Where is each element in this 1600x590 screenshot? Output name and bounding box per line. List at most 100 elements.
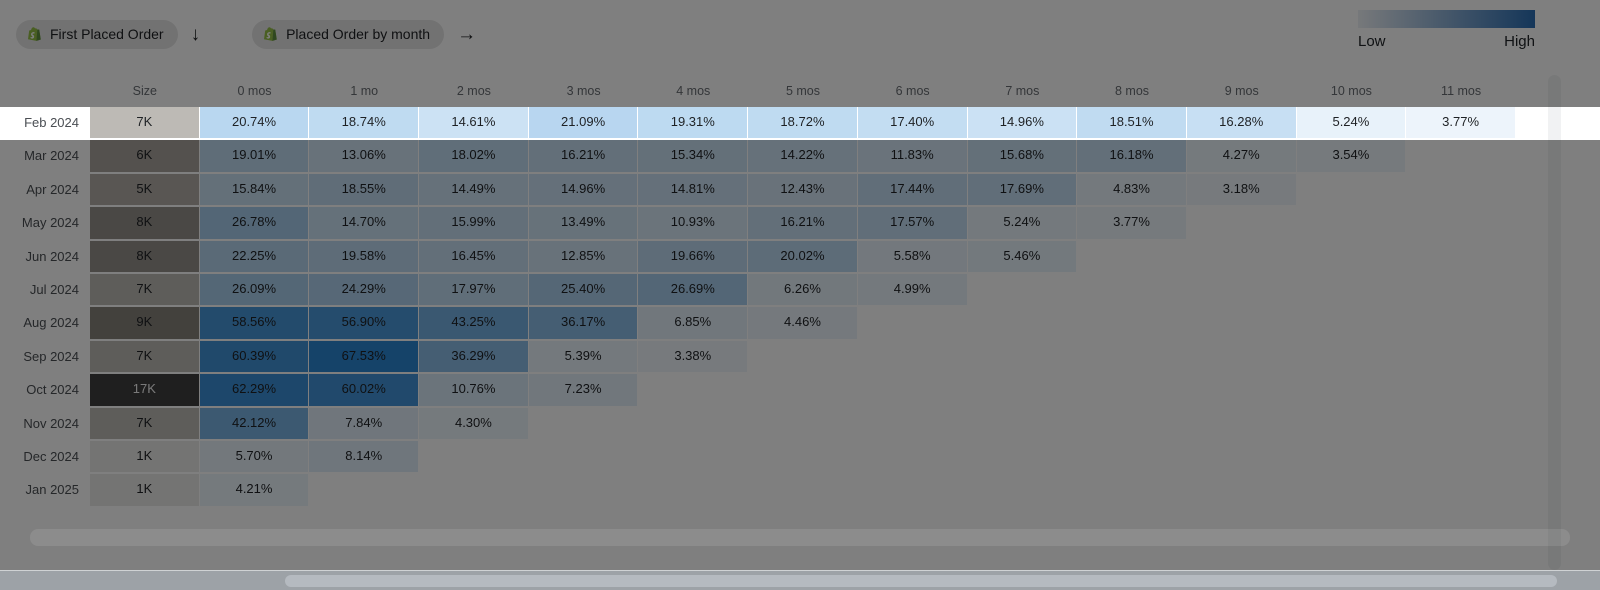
cohort-size-cell[interactable]: 5K	[90, 173, 200, 208]
cohort-cell[interactable]: 26.69%	[638, 273, 749, 308]
cohort-cell-empty	[1297, 374, 1407, 407]
placed-order-by-month-pill[interactable]: Placed Order by month	[252, 19, 445, 49]
cohort-cell[interactable]: 4.99%	[857, 273, 968, 308]
inner-scrollbar-band[interactable]	[30, 529, 1570, 546]
cohort-cell[interactable]: 5.46%	[967, 240, 1078, 274]
cohort-cell[interactable]: 5.70%	[199, 440, 310, 475]
cohort-cell[interactable]: 20.74%	[199, 107, 310, 141]
cohort-cell-empty	[968, 408, 1078, 441]
cohort-cell[interactable]: 16.28%	[1186, 107, 1297, 141]
cohort-cell[interactable]: 19.31%	[638, 107, 749, 141]
cohort-cell[interactable]: 14.81%	[638, 173, 749, 208]
cohort-cell[interactable]: 13.49%	[528, 207, 639, 241]
cohort-cell[interactable]: 20.02%	[748, 240, 858, 274]
cohort-cell[interactable]: 17.40%	[857, 107, 968, 141]
cohort-cell[interactable]: 16.18%	[1077, 140, 1187, 174]
cohort-size-cell[interactable]: 8K	[90, 240, 200, 274]
cohort-cell[interactable]: 15.84%	[199, 173, 310, 208]
cohort-cell[interactable]: 3.77%	[1406, 107, 1516, 141]
cohort-cell[interactable]: 11.83%	[857, 140, 968, 174]
cohort-cell[interactable]: 15.99%	[419, 207, 529, 241]
cohort-cell[interactable]: 14.96%	[528, 173, 639, 208]
cohort-cell[interactable]: 17.44%	[857, 173, 968, 208]
cohort-cell[interactable]: 5.39%	[528, 340, 639, 375]
cohort-size-cell[interactable]: 7K	[90, 340, 200, 375]
cohort-cell[interactable]: 7.84%	[309, 407, 420, 441]
shopify-icon	[25, 25, 43, 43]
cohort-cell[interactable]: 14.61%	[419, 107, 529, 141]
cohort-cell[interactable]: 5.58%	[857, 240, 968, 274]
first-placed-order-pill[interactable]: First Placed Order	[16, 19, 178, 49]
cohort-cell[interactable]: 14.96%	[967, 107, 1078, 141]
cohort-cell[interactable]: 7.23%	[528, 374, 639, 408]
cohort-cell[interactable]: 15.34%	[638, 140, 749, 174]
cohort-cell[interactable]: 60.02%	[309, 374, 420, 408]
cohort-cell[interactable]: 14.22%	[748, 140, 858, 174]
cohort-cell[interactable]: 18.51%	[1077, 107, 1187, 141]
cohort-cell[interactable]: 14.49%	[419, 173, 529, 208]
cohort-cell[interactable]: 19.01%	[199, 140, 310, 174]
cohort-size-cell[interactable]: 7K	[90, 273, 200, 308]
cohort-cell-empty	[968, 274, 1078, 307]
cohort-cell[interactable]: 6.26%	[748, 273, 858, 308]
cohort-cell[interactable]: 36.29%	[419, 340, 529, 375]
cohort-cell[interactable]: 21.09%	[528, 107, 639, 141]
cohort-cell[interactable]: 36.17%	[528, 307, 639, 341]
cohort-cell[interactable]: 3.38%	[638, 340, 749, 375]
horizontal-scrollbar-thumb[interactable]	[285, 575, 1557, 587]
cohort-cell[interactable]: 8.14%	[309, 440, 420, 475]
cohort-cell[interactable]: 60.39%	[199, 340, 310, 375]
cohort-cell[interactable]: 17.69%	[967, 173, 1078, 208]
cohort-cell[interactable]: 22.25%	[199, 240, 310, 274]
cohort-cell[interactable]: 13.06%	[309, 140, 420, 174]
vertical-scrollbar-track[interactable]	[1548, 75, 1561, 570]
cohort-cell[interactable]: 43.25%	[419, 307, 529, 341]
cohort-cell[interactable]: 3.77%	[1077, 207, 1187, 241]
cohort-cell[interactable]: 3.54%	[1296, 140, 1407, 174]
cohort-cell[interactable]: 16.45%	[419, 240, 529, 274]
cohort-cell[interactable]: 12.85%	[528, 240, 639, 274]
cohort-cell[interactable]: 16.21%	[748, 207, 858, 241]
cohort-cell[interactable]: 4.21%	[199, 474, 310, 508]
cohort-cell[interactable]: 18.72%	[748, 107, 858, 141]
cohort-cell[interactable]: 58.56%	[199, 307, 310, 341]
horizontal-scrollbar-track[interactable]	[0, 570, 1600, 590]
cohort-cell[interactable]: 3.18%	[1186, 173, 1297, 208]
cohort-cell[interactable]: 12.43%	[748, 173, 858, 208]
cohort-cell[interactable]: 19.58%	[309, 240, 420, 274]
cohort-size-cell[interactable]: 6K	[90, 140, 200, 174]
cohort-cell[interactable]: 4.83%	[1077, 173, 1187, 208]
cohort-cell[interactable]: 17.57%	[857, 207, 968, 241]
cohort-cell[interactable]: 42.12%	[199, 407, 310, 441]
cohort-size-cell[interactable]: 7K	[90, 407, 200, 441]
cohort-cell[interactable]: 15.68%	[967, 140, 1078, 174]
cohort-cell[interactable]: 16.21%	[528, 140, 639, 174]
cohort-size-cell[interactable]: 7K	[90, 107, 200, 141]
cohort-cell[interactable]: 18.74%	[309, 107, 420, 141]
cohort-size-cell[interactable]: 8K	[90, 207, 200, 241]
cohort-cell[interactable]: 17.97%	[419, 273, 529, 308]
cohort-cell[interactable]: 5.24%	[967, 207, 1078, 241]
cohort-cell[interactable]: 25.40%	[528, 273, 639, 308]
cohort-cell[interactable]: 10.93%	[638, 207, 749, 241]
cohort-cell[interactable]: 18.02%	[419, 140, 529, 174]
cohort-cell[interactable]: 18.55%	[309, 173, 420, 208]
cohort-cell[interactable]: 4.46%	[748, 307, 858, 341]
cohort-cell[interactable]: 6.85%	[638, 307, 749, 341]
cohort-cell[interactable]: 24.29%	[309, 273, 420, 308]
cohort-cell[interactable]: 14.70%	[309, 207, 420, 241]
cohort-size-cell[interactable]: 9K	[90, 307, 200, 341]
cohort-cell[interactable]: 56.90%	[309, 307, 420, 341]
cohort-size-cell[interactable]: 1K	[90, 474, 200, 508]
cohort-cell[interactable]: 19.66%	[638, 240, 749, 274]
cohort-cell[interactable]: 67.53%	[309, 340, 420, 375]
cohort-cell[interactable]: 4.27%	[1186, 140, 1297, 174]
cohort-size-cell[interactable]: 1K	[90, 440, 200, 475]
cohort-cell[interactable]: 10.76%	[419, 374, 529, 408]
cohort-cell[interactable]: 4.30%	[419, 407, 529, 441]
cohort-cell[interactable]: 62.29%	[199, 374, 310, 408]
cohort-cell[interactable]: 26.09%	[199, 273, 310, 308]
cohort-size-cell[interactable]: 17K	[90, 374, 200, 408]
cohort-cell[interactable]: 5.24%	[1296, 107, 1407, 141]
cohort-cell[interactable]: 26.78%	[199, 207, 310, 241]
